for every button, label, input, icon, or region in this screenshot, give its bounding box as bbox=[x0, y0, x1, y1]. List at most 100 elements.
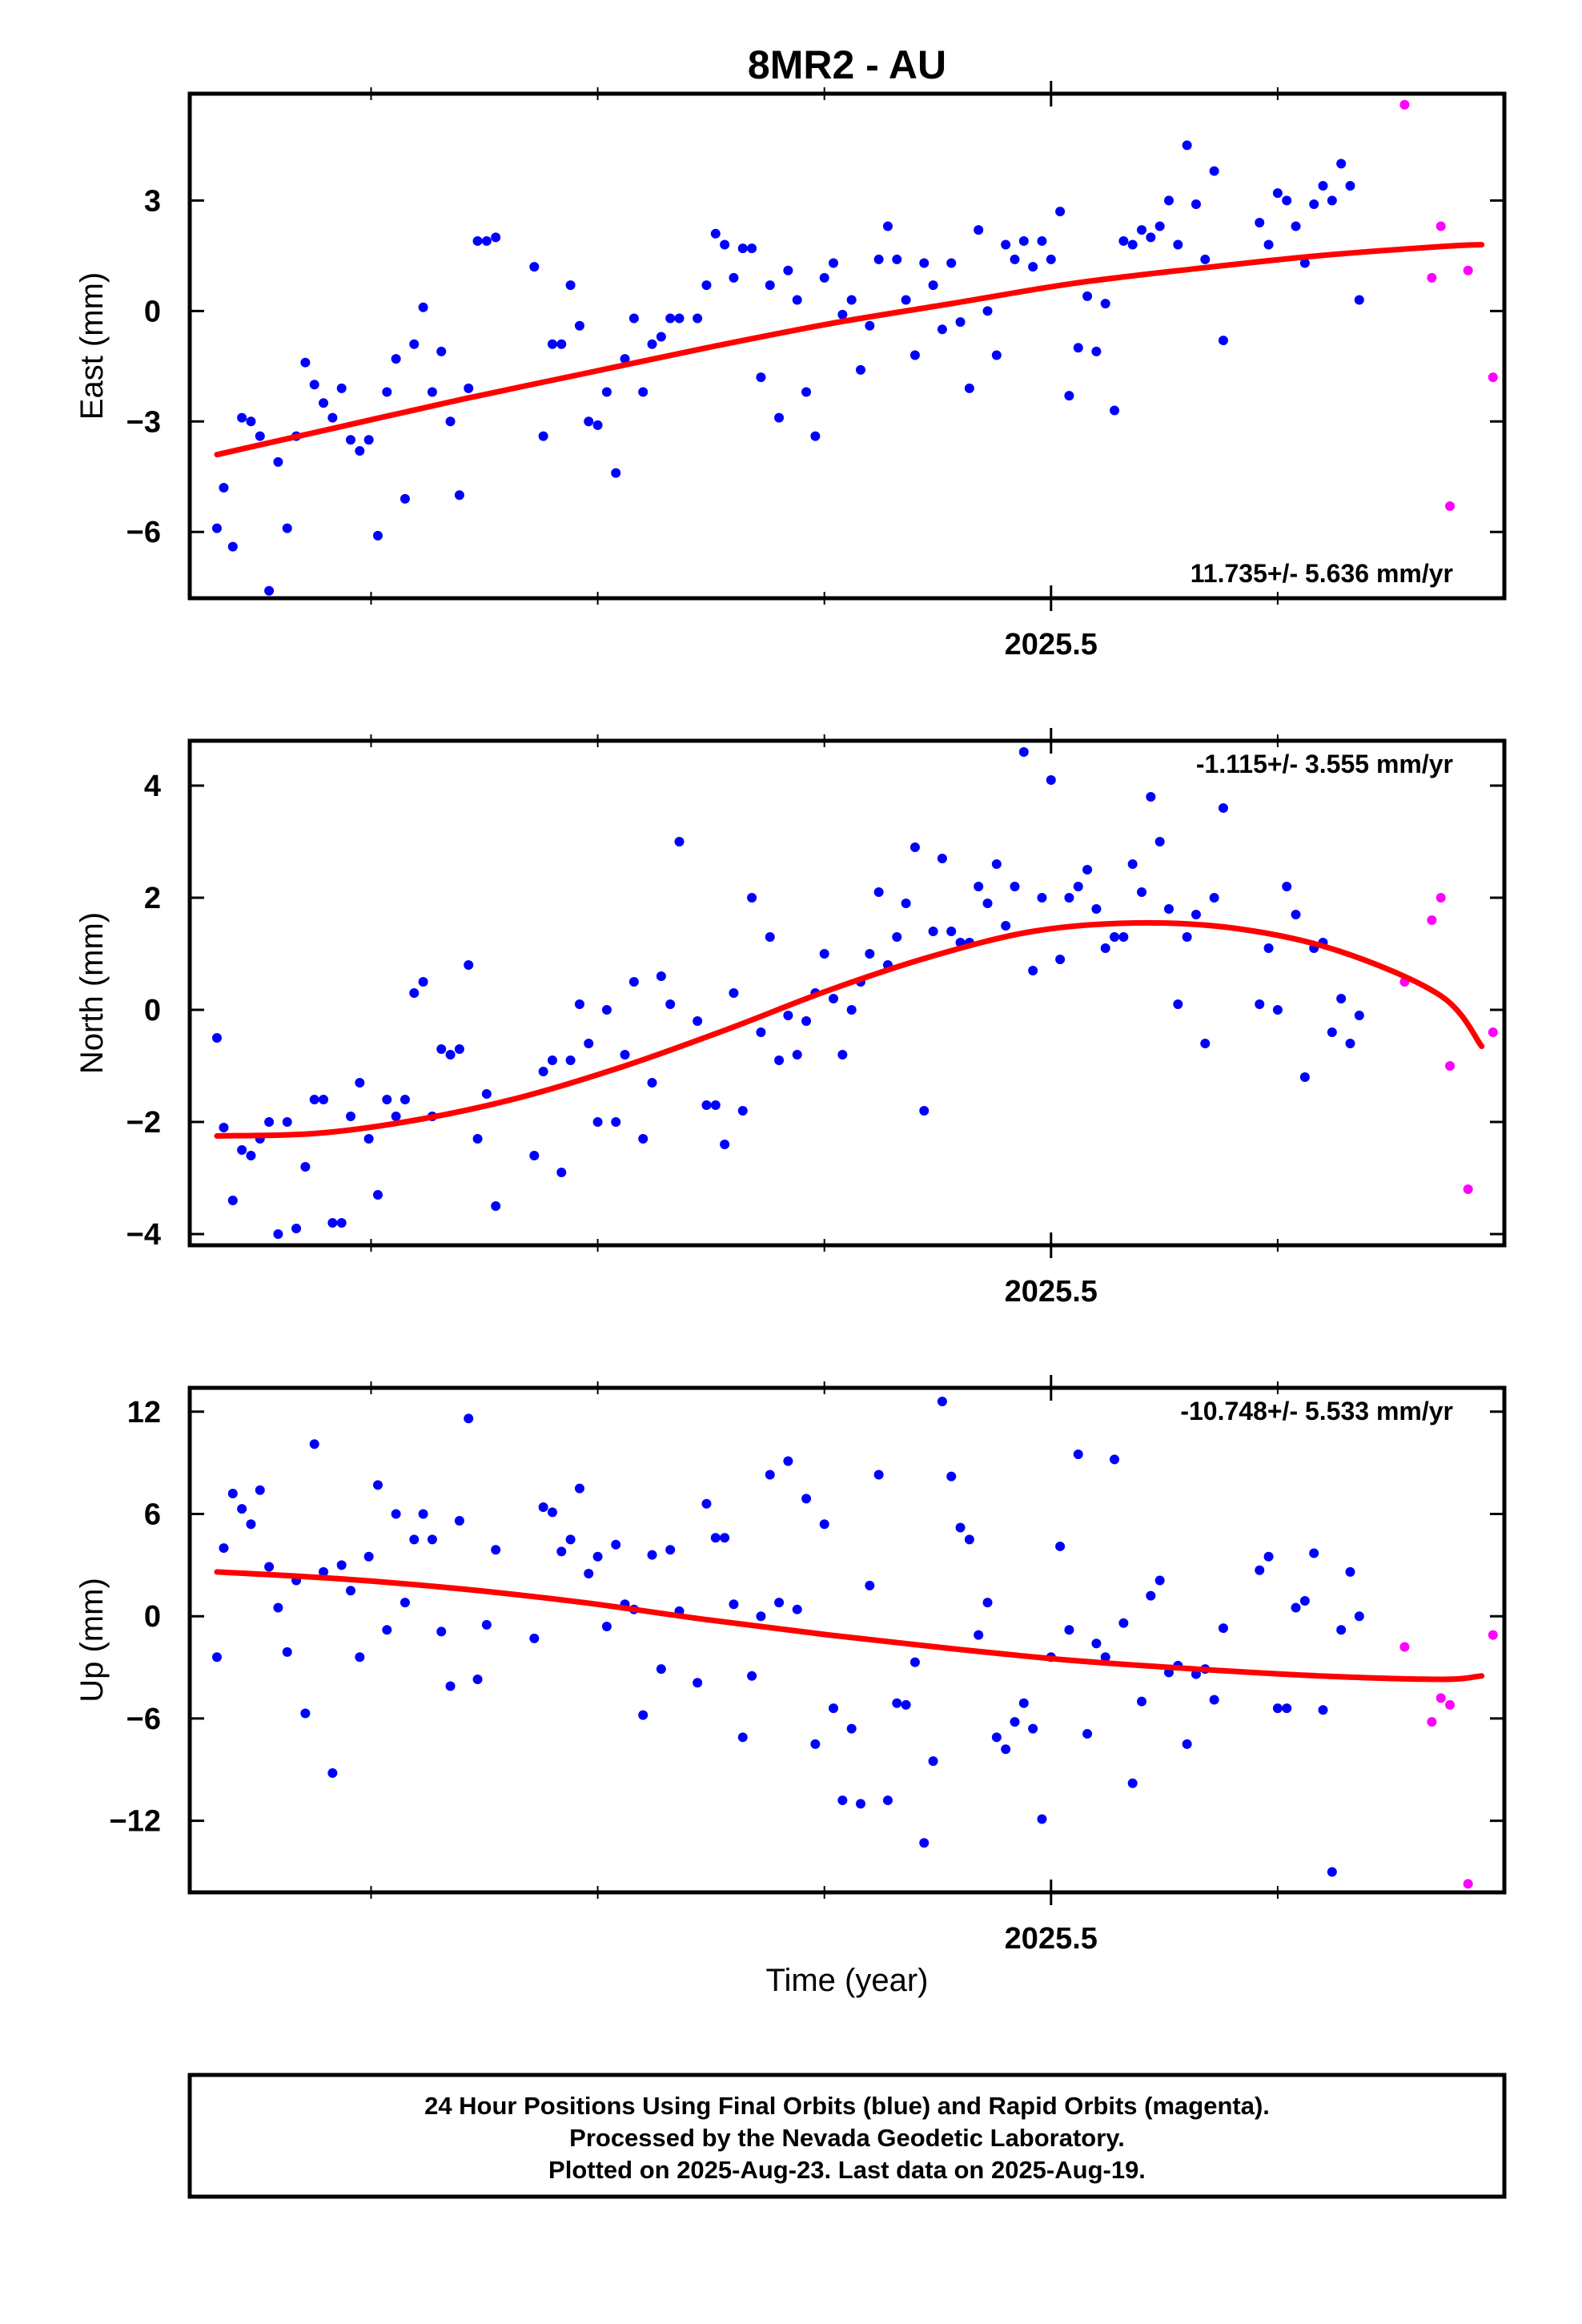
north-y-tick-label: −2 bbox=[126, 1106, 161, 1140]
up-final-point bbox=[855, 1799, 865, 1809]
north-panel: 4 2 0 −2 −4 2025.5 -1.115+/- 3.555 mm/yr North … bbox=[74, 728, 1520, 1309]
north-final-point bbox=[1182, 932, 1192, 942]
north-final-point bbox=[1073, 882, 1083, 891]
up-final-point bbox=[327, 1768, 338, 1779]
east-rapid-point bbox=[1399, 99, 1410, 110]
up-final-point bbox=[792, 1604, 802, 1614]
up-final-point bbox=[409, 1534, 420, 1545]
north-final-point bbox=[901, 899, 911, 908]
up-final-point bbox=[801, 1494, 812, 1504]
east-final-point bbox=[946, 258, 957, 268]
east-final-point bbox=[547, 339, 557, 349]
east-final-point bbox=[1218, 336, 1228, 346]
north-final-point bbox=[819, 949, 829, 959]
north-final-point bbox=[982, 899, 993, 908]
east-final-point bbox=[810, 431, 821, 441]
up-rapid-point bbox=[1435, 1693, 1446, 1703]
north-final-point bbox=[974, 882, 984, 891]
east-final-point bbox=[601, 387, 612, 397]
up-final-point bbox=[901, 1699, 911, 1710]
north-final-point bbox=[529, 1151, 540, 1160]
up-final-point bbox=[255, 1485, 265, 1495]
east-final-point bbox=[638, 387, 648, 397]
north-final-point bbox=[1336, 994, 1347, 1003]
east-final-point bbox=[955, 317, 966, 328]
up-final-point bbox=[1028, 1723, 1038, 1734]
up-final-point bbox=[1209, 1695, 1219, 1705]
north-fit-line bbox=[214, 919, 1485, 1139]
north-final-point bbox=[445, 1050, 456, 1059]
east-final-point bbox=[747, 243, 757, 254]
north-final-point bbox=[382, 1095, 392, 1104]
north-final-point bbox=[291, 1224, 302, 1233]
north-y-tick-label: 4 bbox=[144, 770, 161, 803]
north-final-point bbox=[1209, 893, 1219, 903]
north-final-point bbox=[1018, 747, 1029, 757]
east-final-point bbox=[529, 262, 540, 272]
north-final-point bbox=[928, 927, 938, 936]
east-final-point bbox=[919, 258, 930, 268]
north-final-point bbox=[1345, 1039, 1355, 1048]
east-final-point bbox=[1137, 225, 1147, 235]
up-final-point bbox=[319, 1566, 329, 1577]
north-final-point bbox=[1146, 792, 1156, 802]
up-final-point bbox=[955, 1522, 966, 1533]
up-final-point bbox=[1309, 1548, 1319, 1558]
east-final-point bbox=[464, 383, 474, 393]
north-final-point bbox=[1110, 932, 1120, 942]
north-final-point bbox=[355, 1078, 365, 1088]
east-final-point bbox=[1336, 159, 1347, 169]
up-final-point bbox=[1327, 1867, 1337, 1877]
east-rapid-point bbox=[1463, 265, 1473, 275]
north-final-point bbox=[1137, 887, 1147, 897]
east-final-point bbox=[1309, 199, 1319, 209]
up-x-tick-label: 2025.5 bbox=[1005, 1922, 1098, 1956]
up-final-point bbox=[1064, 1625, 1074, 1635]
east-final-point bbox=[846, 295, 857, 305]
north-final-point bbox=[693, 1016, 703, 1026]
north-final-point bbox=[574, 999, 584, 1009]
east-final-point bbox=[937, 324, 947, 335]
north-final-point bbox=[1200, 1039, 1211, 1048]
north-final-point bbox=[211, 1033, 222, 1043]
east-final-point bbox=[391, 354, 401, 364]
north-final-point bbox=[892, 932, 902, 942]
up-final-point bbox=[584, 1568, 594, 1578]
east-final-point bbox=[855, 364, 865, 375]
up-final-point bbox=[382, 1625, 392, 1635]
up-final-point bbox=[892, 1698, 902, 1708]
up-final-point bbox=[928, 1756, 938, 1767]
north-final-point bbox=[991, 859, 1002, 869]
north-final-point bbox=[481, 1089, 492, 1099]
up-y-tick-label: −12 bbox=[110, 1805, 161, 1839]
east-final-point bbox=[355, 446, 365, 456]
up-final-point bbox=[783, 1456, 793, 1466]
north-y-tick-label: 2 bbox=[144, 882, 161, 915]
north-rapid-point bbox=[1511, 1123, 1520, 1132]
north-final-point bbox=[710, 1100, 721, 1110]
north-final-point bbox=[1291, 910, 1301, 919]
east-final-point bbox=[538, 431, 548, 441]
up-final-point bbox=[1110, 1454, 1120, 1465]
east-final-point bbox=[556, 339, 567, 349]
east-panel: 3 0 −3 −6 2025.5 11.735+/- 5.636 mm/yr East (m… bbox=[74, 81, 1507, 661]
east-final-point bbox=[837, 309, 848, 320]
north-final-point bbox=[327, 1218, 338, 1228]
up-final-point bbox=[529, 1633, 540, 1643]
north-final-point bbox=[1282, 882, 1292, 891]
up-final-point bbox=[1282, 1703, 1292, 1714]
up-final-point bbox=[611, 1539, 621, 1550]
north-final-point bbox=[592, 1117, 603, 1127]
up-final-point bbox=[1255, 1565, 1265, 1575]
up-rapid-point bbox=[1445, 1699, 1456, 1710]
up-final-point bbox=[909, 1657, 920, 1667]
east-final-point bbox=[1064, 391, 1074, 401]
north-final-point bbox=[674, 837, 685, 846]
north-final-point bbox=[400, 1095, 410, 1104]
up-final-point bbox=[372, 1480, 383, 1490]
east-final-point bbox=[454, 490, 464, 501]
up-final-point bbox=[427, 1534, 437, 1545]
up-final-point bbox=[1082, 1729, 1093, 1739]
east-final-point bbox=[491, 232, 501, 243]
chart-title: 8MR2 - AU bbox=[748, 42, 946, 87]
